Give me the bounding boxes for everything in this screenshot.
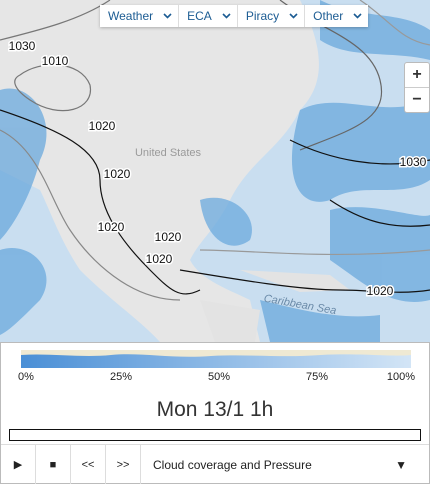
- menu-item[interactable]: Piracy: [238, 5, 306, 27]
- isobar-label: 1020: [104, 167, 131, 181]
- time-label: Mon 13/1 1h: [156, 398, 274, 421]
- scale-labels: 0% 25% 50% 75% 100%: [1, 371, 430, 385]
- back-button[interactable]: <<: [71, 445, 106, 484]
- menu-bar: Weather ECA Piracy Other: [100, 5, 369, 27]
- stop-button[interactable]: ■: [36, 445, 71, 484]
- isobar-label: 1030: [9, 39, 36, 53]
- chevron: [353, 13, 362, 19]
- menu-item[interactable]: Weather: [100, 5, 180, 27]
- layer-label: Cloud coverage and Pressure: [153, 457, 312, 472]
- isobar-label: 1010: [42, 54, 69, 68]
- forward-button[interactable]: >>: [106, 445, 141, 484]
- isobars: [0, 0, 430, 301]
- map: 1030 1010 1020 1020 1020 1020 1020 1030 1020 Unit…: [0, 0, 430, 342]
- scale-label: 25%: [109, 371, 133, 383]
- progress-bar[interactable]: [9, 429, 421, 441]
- zoom-control: + −: [404, 62, 430, 113]
- land: [0, 0, 319, 342]
- chevron: [222, 13, 231, 19]
- scale-label: 75%: [305, 371, 329, 383]
- isobar-label: 1020: [155, 230, 182, 244]
- menu-label: Piracy: [245, 9, 280, 23]
- scale-label: 50%: [207, 371, 231, 383]
- controls: ▶ ■ << >> Cloud coverage and Pressure ▼: [1, 444, 429, 484]
- chevron: [163, 13, 172, 19]
- menu-label: ECA: [187, 9, 212, 23]
- timeline-panel: 0% 25% 50% 75% 100% Mon 13/1 1h ▶ ■ << >…: [0, 342, 430, 484]
- dropdown-arrow: ▼: [395, 457, 407, 472]
- chevron: [289, 13, 298, 19]
- zoom-in[interactable]: +: [405, 63, 429, 88]
- scale-label: 0%: [18, 371, 34, 383]
- layer-select[interactable]: Cloud coverage and Pressure ▼: [141, 445, 429, 484]
- isobar-label: 1020: [89, 119, 116, 133]
- coverage-bar: [21, 350, 411, 368]
- menu-item[interactable]: ECA: [179, 5, 238, 27]
- scale-label: 100%: [386, 371, 416, 383]
- isobar-label: 1020: [367, 284, 394, 298]
- zoom-out[interactable]: −: [412, 91, 422, 108]
- play-button[interactable]: ▶: [1, 445, 36, 484]
- isobar-label: 1020: [146, 252, 173, 266]
- isobar-label: 1020: [98, 220, 125, 234]
- menu-label: Other: [313, 9, 344, 23]
- menu-item[interactable]: Other: [305, 5, 368, 27]
- isobar-label: 1030: [400, 155, 427, 169]
- place-label: United States: [135, 147, 202, 159]
- land: [200, 270, 350, 342]
- menu-label: Weather: [108, 9, 154, 23]
